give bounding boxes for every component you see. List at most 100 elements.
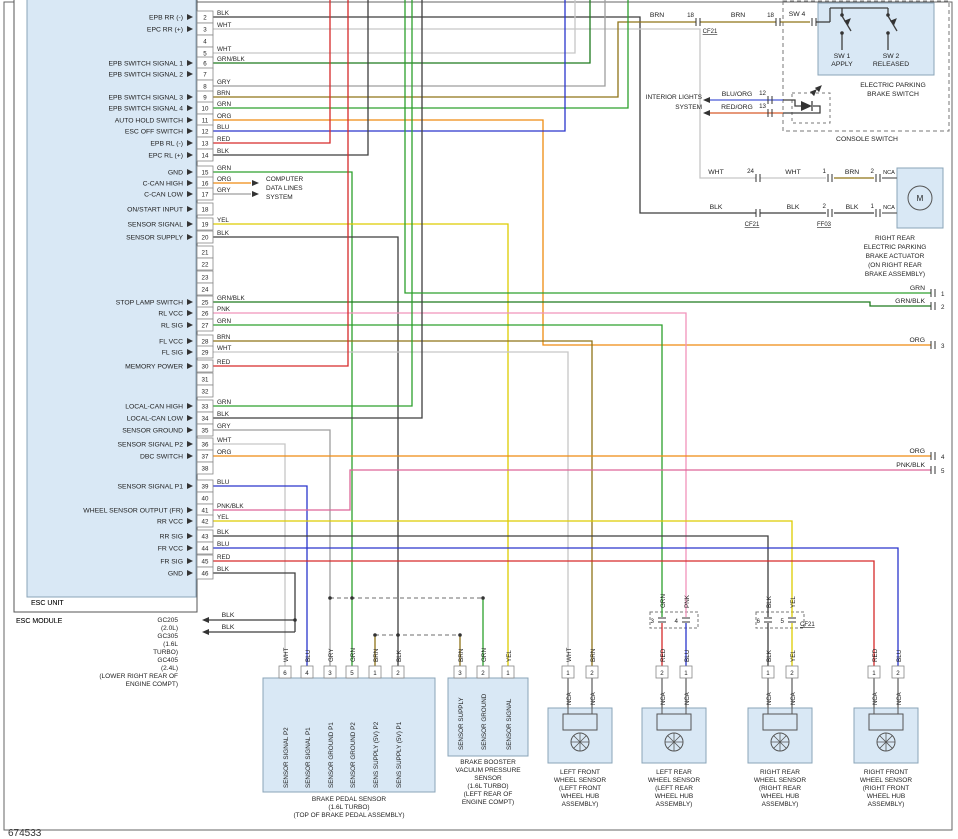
esc-pin-wire-color-44: BLU [217,541,230,548]
esc-pin-number-17: 17 [202,192,209,199]
wire-pin15-grn [213,171,353,666]
esc-pin-box-24 [196,282,214,296]
esc-pin-arrow-33 [187,403,193,409]
label-BRN: BRN [845,169,859,176]
esc-pin-wire-color-12: BLU [217,124,230,131]
esc-pin-arrow-39 [187,483,193,489]
label-YEL: YEL [790,596,797,608]
rfw-sensor-label: RIGHT FRONT [864,769,908,776]
esc-pin-signal-20: SENSOR SUPPLY [126,234,183,241]
brake-pedal-sensor-label: (TOP OF BRAKE PEDAL ASSEMBLY) [293,812,404,819]
label-NCA: NCA [591,692,597,705]
lrw-sensor-label: LEFT REAR [656,769,692,776]
label-BLK: BLK [766,649,773,662]
label-SENSOR GROUND P2: SENSOR GROUND P2 [350,722,357,788]
brake-booster-sensor-label: BRAKE BOOSTER [460,759,516,766]
brake-booster-sensor-label: ENGINE COMPT) [462,799,514,806]
esc-pin-number-44: 44 [202,546,209,553]
label-SW 2: SW 2 [883,53,900,60]
epb-switch-box [817,2,935,76]
lfw-sensor-label: (LEFT FRONT [559,785,601,792]
esc-pin-signal-3: EPC RR (+) [147,26,183,33]
esc-pin-signal-9: EPB SWITCH SIGNAL 3 [108,94,183,101]
label-WHT: WHT [283,648,290,662]
label-BLU: BLU [896,649,903,662]
esc-pin-arrow-41 [187,507,193,513]
label-BRN: BRN [458,648,465,662]
label-RED: RED [872,648,879,662]
junction-dot [458,633,462,637]
lrw-sensor-label: WHEEL SENSOR [648,777,700,784]
console-switch-box [782,0,950,132]
wire-pin20-blk [213,236,399,666]
wire-pin10-grn [213,0,629,109]
esc-pin-wire-color-37: ORG [217,449,231,456]
label-GRN: GRN [910,285,925,292]
esc-pin-number-25: 25 [202,300,209,307]
esc-pin-arrow-2 [187,14,193,20]
right-front-wheel-sensor-symbol [868,713,904,731]
label-GRN: GRN [660,594,667,608]
ground-points-label: GC405 [157,657,178,664]
esc-pin-number-42: 42 [202,519,209,526]
esc-pin-arrow-28 [187,338,193,344]
esc-pin-wire-color-16: ORG [217,176,231,183]
esc-pin-number-21: 21 [202,250,209,257]
label-SW 4: SW 4 [789,11,806,18]
junction-dot [373,633,377,637]
esc-pin-wire-color-15: GRN [217,165,231,172]
esc-pin-box-29 [196,345,214,359]
wire-pin25-grnblk [213,301,931,307]
connector-pin-number: 4 [675,618,679,625]
esc-pin-number-28: 28 [202,339,209,346]
esc-pin-signal-42: RR VCC [157,518,183,525]
label-BLK: BLK [396,649,403,662]
esc-pin-number-10: 10 [202,106,209,113]
esc-pin-number-24: 24 [202,287,209,294]
component-pin-box [300,665,314,679]
component-pin-number: 1 [566,670,570,677]
esc-pin-number-40: 40 [202,496,209,503]
esc-pin-arrow-12 [187,128,193,134]
label-YEL: YEL [790,650,797,662]
esc-pin-number-31: 31 [202,377,209,384]
component-pin-box [323,665,337,679]
esc-pin-number-19: 19 [202,222,209,229]
esc-pin-box-42 [196,514,214,528]
esc-pin-number-7: 7 [203,72,207,79]
wire-pin41-pnkblk [213,469,931,511]
computer-data-arrow-1 [252,180,259,186]
label-PNK/BLK: PNK/BLK [896,462,925,469]
junction-dot [293,618,297,622]
connector-pin-number: 3 [941,343,945,350]
rrw-inline-connector-box [755,611,805,629]
esc-pin-wire-color-35: GRY [217,423,231,430]
brake-booster-sensor-label: VACUUM PRESSURE [455,767,521,774]
label-NCA: NCA [685,692,691,705]
esc-pin-arrow-34 [187,415,193,421]
brake-booster-sensor-label: (LEFT REAR OF [464,791,513,798]
esc-pin-number-14: 14 [202,153,209,160]
esc-pin-signal-12: ESC OFF SWITCH [125,128,183,135]
label-NCA: NCA [873,692,879,705]
esc-pin-signal-6: EPB SWITCH SIGNAL 1 [108,60,183,67]
esc-pin-arrow-26 [187,310,193,316]
esc-pin-wire-color-6: GRN/BLK [217,56,245,63]
junction-dot [886,31,890,35]
label-GRN: GRN [350,648,357,662]
wire-pin44-blu [213,547,899,666]
esc-pin-number-39: 39 [202,484,209,491]
connector-pin-number: 13 [759,103,766,110]
component-pin-box [368,665,382,679]
label-WHT: WHT [708,169,723,176]
wire-pin39-blu [213,485,308,666]
esc-pin-arrow-29 [187,349,193,355]
ground-points-label: (1.6L [163,641,178,648]
label-CF21: CF21 [745,222,760,228]
esc-pin-signal-14: EPC RL (+) [148,152,183,159]
rrw-sensor-label: (RIGHT REAR [759,785,801,792]
rrw-sensor-label: ASSEMBLY) [762,801,799,808]
connector-pin-number: 6 [757,618,761,625]
esc-pin-wire-color-41: PNK/BLK [217,503,244,510]
esc-pin-signal-37: DBC SWITCH [140,453,183,460]
